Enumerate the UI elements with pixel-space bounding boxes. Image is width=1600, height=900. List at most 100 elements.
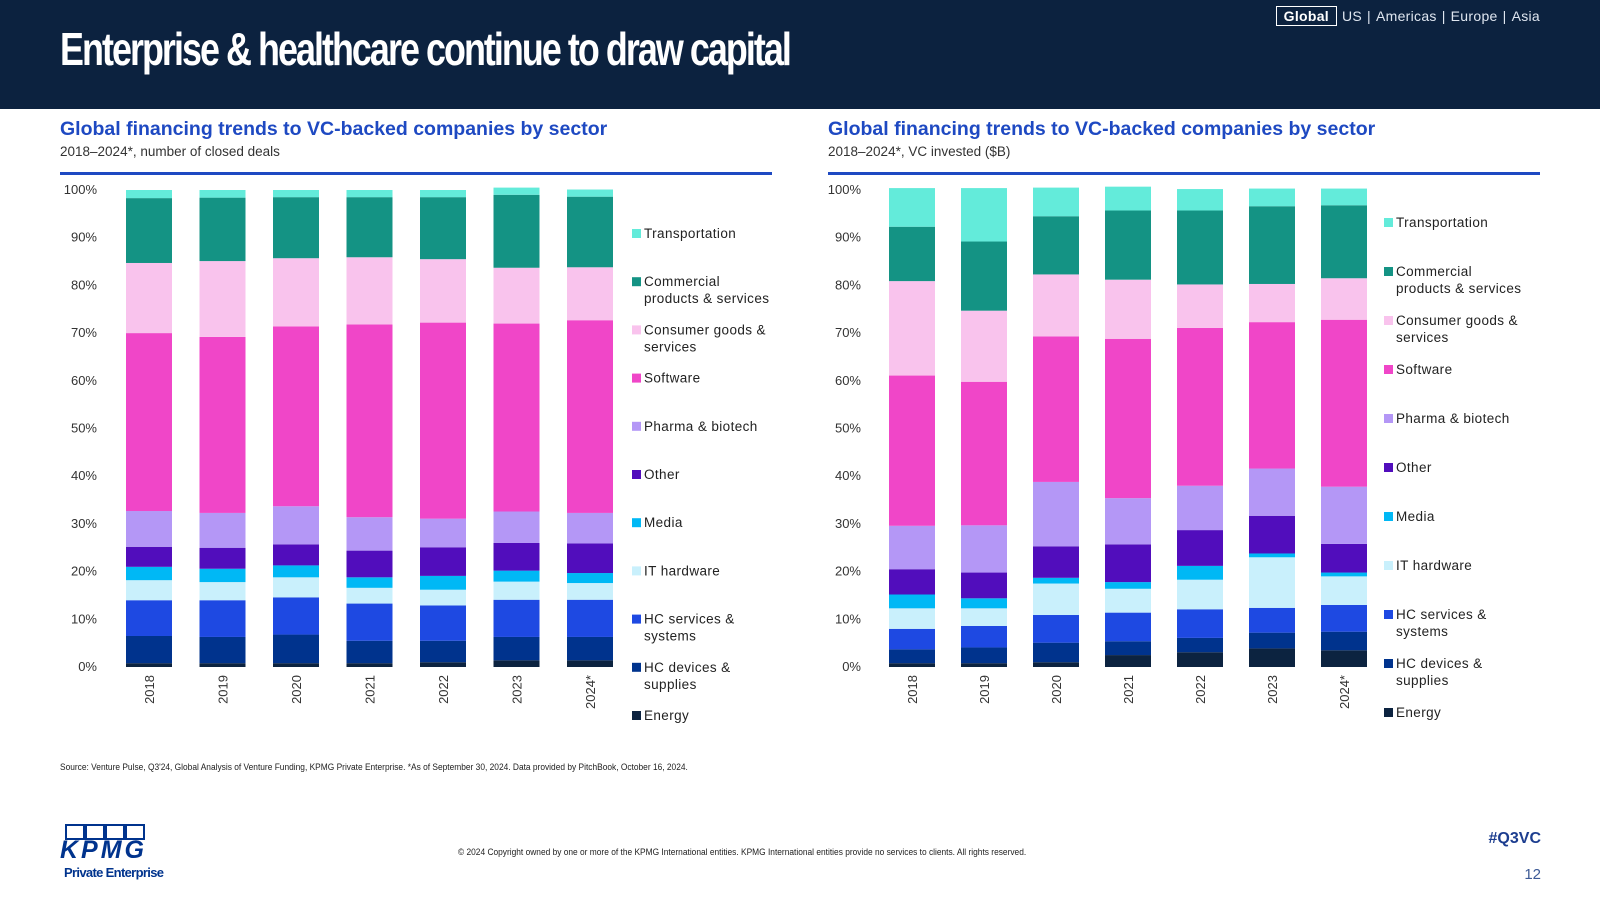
bar-segment-pharma-biotech (1249, 468, 1295, 516)
bar-segment-hc-devices-supplies (1033, 642, 1079, 663)
bar-stack-2021 (346, 190, 393, 667)
y-tick-label: 40% (835, 468, 861, 483)
region-tab-asia[interactable]: Asia (1511, 8, 1540, 24)
legend-item-software: Software (1384, 362, 1452, 377)
legend-swatch (1384, 610, 1393, 619)
legend-label: supplies (644, 677, 697, 692)
bar-segment-consumer-goods-services (273, 258, 319, 327)
bar-segment-hc-services-systems (567, 599, 613, 637)
bar-segment-other (199, 547, 246, 569)
bar-segment-transportation (1321, 188, 1367, 206)
y-tick-label: 90% (835, 230, 861, 245)
legend-swatch (632, 518, 641, 528)
legend-label: Software (644, 371, 700, 386)
bar-stack-2020 (1033, 187, 1079, 667)
region-tab-americas[interactable]: Americas (1375, 8, 1437, 24)
bar-segment-pharma-biotech (1321, 486, 1367, 544)
bar-segment-transportation (1249, 188, 1295, 207)
bar-segment-commercial-products-services (273, 197, 319, 259)
bar-segment-hc-devices-supplies (420, 640, 466, 663)
bar-segment-commercial-products-services (1033, 216, 1079, 275)
bar-segment-transportation (1033, 187, 1079, 217)
legend-label: Pharma & biotech (644, 419, 758, 434)
legend-swatch (632, 711, 641, 720)
legend-swatch (1384, 218, 1393, 227)
x-tick-label: 2019 (216, 675, 231, 704)
bar-segment-consumer-goods-services (889, 281, 935, 376)
bar-segment-other (1033, 546, 1079, 578)
legend-item-media: Media (1384, 509, 1435, 524)
bar-segment-consumer-goods-services (567, 267, 613, 321)
chart-title: Global financing trends to VC-backed com… (828, 118, 1376, 140)
y-tick-label: 50% (71, 421, 97, 436)
bar-segment-transportation (346, 190, 393, 198)
bar-segment-it-hardware (567, 583, 613, 600)
legend-swatch (1384, 414, 1393, 423)
legend-label: products & services (1396, 281, 1521, 296)
bar-segment-pharma-biotech (126, 511, 172, 547)
bar-segment-consumer-goods-services (1105, 279, 1151, 339)
legend-label: Media (1396, 509, 1435, 524)
legend-swatch (1384, 267, 1393, 276)
bar-segment-media (273, 565, 319, 578)
bar-segment-media (1249, 553, 1295, 558)
bar-segment-energy (1105, 655, 1151, 667)
legend-item-media: Media (632, 515, 682, 530)
bar-segment-other (1177, 530, 1223, 566)
y-tick-label: 0% (78, 659, 97, 674)
divider: | (1502, 8, 1507, 24)
bar-segment-media (889, 594, 935, 609)
y-tick-label: 20% (71, 564, 97, 579)
region-tab-us[interactable]: US (1341, 8, 1363, 24)
bar-segment-pharma-biotech (273, 506, 319, 545)
chart-subtitle: 2018–2024*, VC invested ($B) (828, 144, 1011, 159)
bar-segment-consumer-goods-services (1033, 274, 1079, 337)
legend-label: Consumer goods & (644, 322, 766, 337)
bar-segment-hc-devices-supplies (273, 634, 319, 664)
bar-segment-hc-services-systems (1177, 609, 1223, 638)
bar-segment-consumer-goods-services (1321, 278, 1367, 320)
bar-segment-it-hardware (273, 577, 319, 598)
bar-segment-commercial-products-services (889, 226, 935, 282)
bar-segment-software (273, 326, 319, 507)
bar-segment-media (126, 566, 172, 581)
y-tick-label: 100% (828, 182, 862, 197)
page-number: 12 (1524, 866, 1541, 883)
invested-chart-panel: Global financing trends to VC-backed com… (828, 118, 1540, 175)
bar-segment-consumer-goods-services (346, 257, 393, 325)
legend-swatch (632, 277, 641, 287)
legend-swatch (1384, 512, 1393, 521)
bar-stack-2019 (961, 188, 1007, 667)
bar-stack-2024 (1321, 188, 1367, 667)
bar-segment-energy (126, 663, 172, 667)
bar-stack-2018 (889, 188, 935, 667)
bar-segment-other (346, 550, 393, 578)
legend-label: IT hardware (1396, 558, 1472, 573)
bar-segment-hc-devices-supplies (493, 636, 540, 661)
bar-stack-2022 (1177, 189, 1223, 667)
legend-label: services (644, 339, 697, 354)
bar-segment-pharma-biotech (1033, 481, 1079, 547)
legend-item-hc-services-systems: HC services & systems (632, 612, 734, 644)
bar-segment-transportation (889, 188, 935, 227)
bar-segment-media (420, 575, 466, 590)
region-tab-global[interactable]: Global (1275, 6, 1337, 26)
x-tick-label: 2022 (436, 675, 451, 704)
bar-segment-it-hardware (199, 582, 246, 601)
region-tab-europe[interactable]: Europe (1450, 8, 1498, 24)
bar-segment-hc-services-systems (126, 600, 172, 636)
bar-segment-pharma-biotech (420, 518, 466, 548)
bar-segment-hc-devices-supplies (199, 636, 246, 664)
bar-segment-it-hardware (493, 581, 540, 600)
legend-label: Consumer goods & (1396, 313, 1518, 328)
legend-swatch (632, 614, 641, 624)
bar-segment-consumer-goods-services (199, 261, 246, 337)
legend-swatch (632, 373, 641, 383)
legend-label: Commercial (644, 274, 720, 289)
legend-swatch (1384, 365, 1393, 374)
x-tick-label: 2020 (1049, 675, 1064, 704)
y-tick-label: 80% (835, 277, 861, 292)
y-tick-label: 30% (71, 516, 97, 531)
y-tick-label: 90% (71, 230, 97, 245)
legend-item-it-hardware: IT hardware (632, 563, 720, 578)
